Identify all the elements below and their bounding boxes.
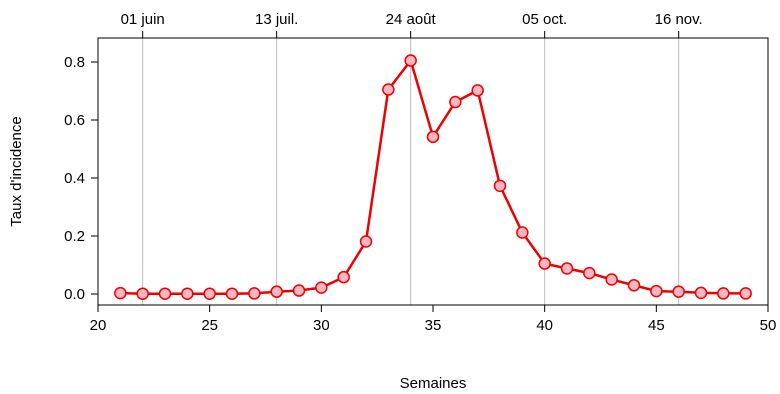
x-tick-label: 25 xyxy=(201,317,218,334)
x-tick-label: 35 xyxy=(425,317,442,334)
x-tick-label: 45 xyxy=(648,317,665,334)
top-tick-label: 16 nov. xyxy=(655,11,703,28)
data-point xyxy=(605,273,618,286)
x-tick-label: 30 xyxy=(313,317,330,334)
top-tick-label: 05 oct. xyxy=(522,11,567,28)
data-point xyxy=(627,279,641,292)
data-point xyxy=(538,257,551,270)
data-point xyxy=(337,270,350,284)
tick-labels: 20 25 30 35 40 45 50 0.0 0.2 0.4 0.6 0.8 01 juin 13 j… xyxy=(64,11,776,334)
data-point xyxy=(650,284,663,298)
data-point xyxy=(583,266,596,280)
data-point xyxy=(114,286,127,300)
axes xyxy=(91,31,769,312)
data-point xyxy=(560,262,574,275)
data-point xyxy=(359,235,373,248)
data-point xyxy=(694,286,708,300)
y-axis-title: Taux d'incidence xyxy=(8,116,25,226)
data-point xyxy=(516,226,529,239)
data-point xyxy=(672,285,685,298)
x-tick-label: 40 xyxy=(536,317,553,334)
grid-lines xyxy=(142,38,680,305)
data-point xyxy=(225,287,239,300)
data-point xyxy=(717,287,730,300)
top-tick-label: 01 juin xyxy=(121,11,165,28)
data-point xyxy=(471,84,484,97)
series-incidence xyxy=(114,54,752,300)
data-point xyxy=(248,287,261,300)
data-point xyxy=(449,95,462,109)
data-point xyxy=(158,287,172,300)
y-tick-label: 0.0 xyxy=(64,286,85,303)
top-tick-label: 24 août xyxy=(386,11,437,28)
data-point xyxy=(493,179,507,193)
top-tick-label: 13 juil. xyxy=(255,11,298,28)
x-tick-label: 20 xyxy=(90,317,107,334)
data-point xyxy=(404,54,417,67)
data-point xyxy=(315,281,328,294)
plot-frame xyxy=(97,37,769,306)
series-line xyxy=(120,59,746,295)
data-point xyxy=(181,287,194,300)
y-tick-label: 0.4 xyxy=(64,170,85,187)
data-point xyxy=(292,284,306,297)
x-axis-title: Semaines xyxy=(400,375,467,392)
data-point xyxy=(270,285,283,298)
data-point xyxy=(203,287,216,300)
y-tick-label: 0.2 xyxy=(64,228,85,245)
y-tick-label: 0.6 xyxy=(64,112,85,129)
data-point xyxy=(739,287,752,300)
data-point xyxy=(426,130,440,144)
x-tick-label: 50 xyxy=(760,317,777,334)
data-point xyxy=(382,83,395,96)
y-tick-label: 0.8 xyxy=(64,54,85,71)
data-point xyxy=(136,287,149,300)
